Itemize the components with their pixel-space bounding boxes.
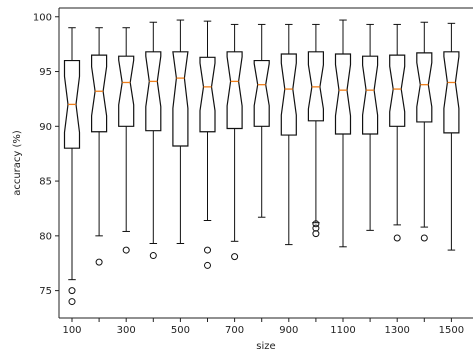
x-tick-label: 1100 bbox=[330, 325, 355, 336]
outlier-point bbox=[95, 258, 103, 266]
outlier-point bbox=[420, 234, 428, 242]
outlier-point bbox=[312, 224, 320, 232]
y-tick-label: 95 bbox=[39, 67, 52, 78]
outlier-point bbox=[393, 234, 401, 242]
outlier-point bbox=[312, 230, 320, 238]
outlier-point bbox=[68, 298, 76, 306]
x-tick-label: 300 bbox=[117, 325, 136, 336]
y-tick-label: 75 bbox=[39, 286, 52, 297]
box-1200 bbox=[362, 55, 379, 135]
x-axis-label: size bbox=[256, 341, 275, 352]
box-1500 bbox=[443, 51, 460, 134]
outlier-point bbox=[204, 261, 211, 269]
x-tick-label: 700 bbox=[225, 325, 244, 336]
box-900 bbox=[280, 53, 297, 136]
y-tick-label: 80 bbox=[39, 231, 52, 242]
box-1000 bbox=[307, 51, 324, 122]
box-700 bbox=[226, 51, 243, 130]
y-tick-label: 100 bbox=[33, 12, 52, 23]
outlier-point bbox=[149, 252, 157, 260]
box-1100 bbox=[334, 53, 352, 135]
box-500 bbox=[172, 51, 189, 147]
x-tick-label: 100 bbox=[62, 325, 81, 336]
box-100 bbox=[63, 59, 81, 149]
box-800 bbox=[253, 59, 270, 127]
x-tick-label: 900 bbox=[279, 325, 298, 336]
outlier-point bbox=[312, 220, 320, 228]
y-axis-label: accuracy (%) bbox=[12, 130, 23, 196]
outlier-point bbox=[122, 246, 130, 254]
y-tick-label: 90 bbox=[39, 122, 52, 133]
outlier-point bbox=[231, 253, 239, 261]
x-tick-label: 500 bbox=[171, 325, 190, 336]
outlier-point bbox=[204, 246, 211, 254]
box-1400 bbox=[416, 52, 433, 123]
x-tick-label: 1300 bbox=[384, 325, 409, 336]
box-400 bbox=[145, 51, 162, 132]
box-300 bbox=[118, 55, 135, 127]
x-tick-label: 1500 bbox=[439, 325, 464, 336]
box-200 bbox=[91, 54, 108, 133]
box-1300 bbox=[389, 54, 406, 127]
outlier-point bbox=[68, 287, 76, 295]
box-600 bbox=[199, 56, 216, 133]
y-tick-label: 85 bbox=[39, 177, 52, 188]
